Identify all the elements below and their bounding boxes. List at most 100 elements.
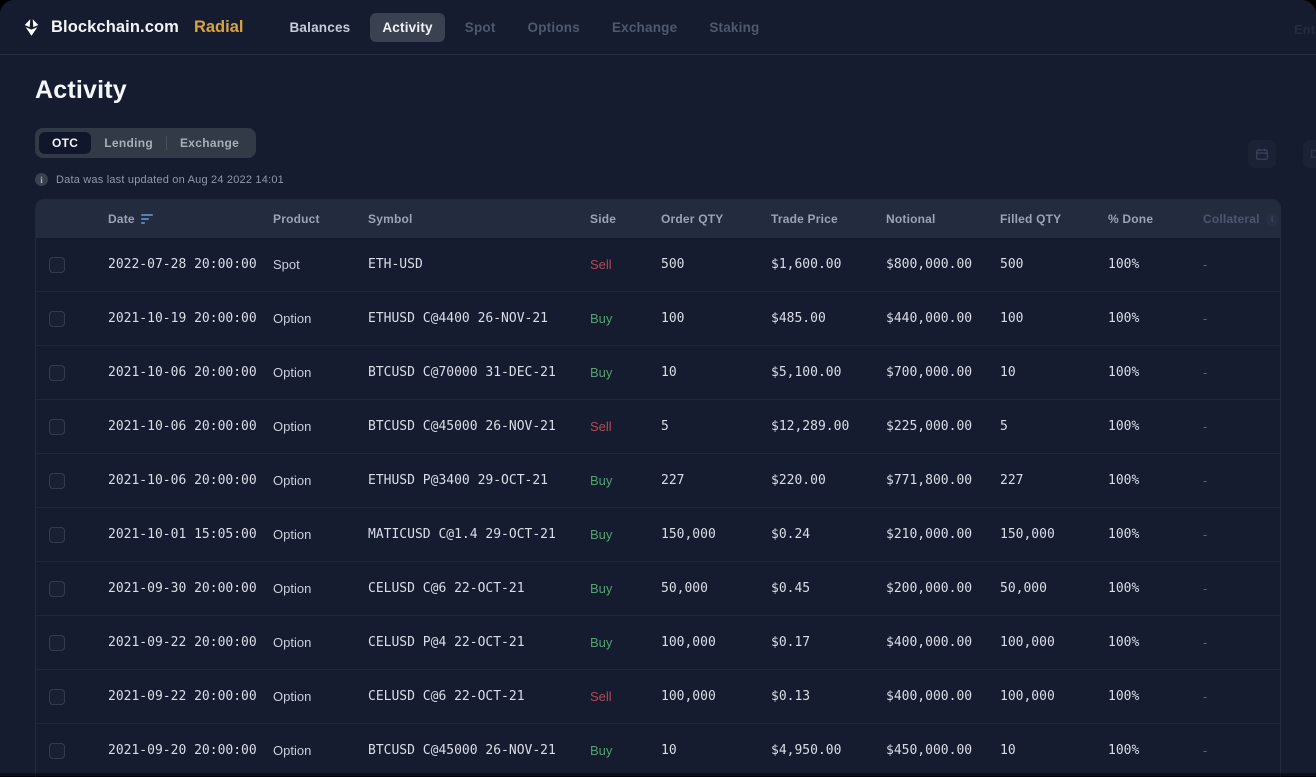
row-checkbox[interactable] bbox=[49, 526, 65, 543]
header-filled-qty-label: Filled QTY bbox=[1000, 212, 1062, 226]
cell-date: 2021-10-19 20:00:00 bbox=[108, 311, 257, 326]
tab-exchange[interactable]: Exchange bbox=[180, 136, 240, 150]
nav-item-exchange[interactable]: Exchange bbox=[611, 19, 678, 35]
row-checkbox[interactable] bbox=[49, 742, 65, 759]
brand-suffix: Radial bbox=[193, 17, 244, 36]
window-bottom-edge bbox=[0, 773, 1316, 776]
cell-notional: $400,000.00 bbox=[886, 635, 973, 650]
cell-notional: $210,000.00 bbox=[886, 527, 973, 542]
header-trade-price[interactable]: Trade Price bbox=[771, 212, 886, 226]
cell-notional: $400,000.00 bbox=[886, 689, 973, 704]
last-updated-row: i Data was last updated on Aug 24 2022 1… bbox=[35, 173, 1281, 186]
nav-item-balances[interactable]: Balances bbox=[289, 19, 351, 35]
cell-notional: $440,000.00 bbox=[886, 311, 973, 326]
brand-name: Blockchain.com bbox=[51, 17, 179, 36]
header-side[interactable]: Side bbox=[590, 212, 661, 226]
header-collateral[interactable]: Collateral i bbox=[1203, 212, 1280, 226]
cell-trade-price: $0.45 bbox=[771, 581, 811, 596]
nav-item-activity[interactable]: Activity bbox=[370, 12, 445, 42]
cell-notional: $700,000.00 bbox=[886, 365, 973, 380]
cell-date: 2021-10-06 20:00:00 bbox=[108, 365, 257, 380]
row-checkbox-cell bbox=[36, 472, 108, 489]
table-row: 2021-10-06 20:00:00 Option BTCUSD C@4500… bbox=[36, 399, 1280, 453]
cell-filled-qty: 150,000 bbox=[1000, 527, 1055, 542]
clipped-right-button[interactable]: D bbox=[1303, 140, 1316, 168]
cell-pct-done: 100% bbox=[1108, 581, 1140, 596]
header-pct-done[interactable]: % Done bbox=[1108, 212, 1203, 226]
cell-date: 2021-09-22 20:00:00 bbox=[108, 635, 257, 650]
row-checkbox-cell bbox=[36, 526, 108, 543]
header-order-qty[interactable]: Order QTY bbox=[661, 212, 771, 226]
cell-order-qty: 500 bbox=[661, 257, 685, 272]
cell-filled-qty: 100,000 bbox=[1000, 689, 1055, 704]
header-date-label: Date bbox=[108, 212, 135, 226]
nav-item-spot[interactable]: Spot bbox=[464, 19, 496, 35]
cell-collateral: - bbox=[1203, 365, 1208, 380]
cell-date: 2021-10-01 15:05:00 bbox=[108, 527, 257, 542]
cell-filled-qty: 50,000 bbox=[1000, 581, 1047, 596]
cell-date: 2021-09-22 20:00:00 bbox=[108, 689, 257, 704]
collateral-info-icon[interactable]: i bbox=[1265, 212, 1279, 226]
nav-right-clipped-text[interactable]: Ent bbox=[1294, 22, 1315, 37]
cell-symbol: CELUSD P@4 22-OCT-21 bbox=[368, 635, 525, 650]
cell-notional: $771,800.00 bbox=[886, 473, 973, 488]
cell-trade-price: $1,600.00 bbox=[771, 257, 842, 272]
header-order-qty-label: Order QTY bbox=[661, 212, 724, 226]
row-checkbox[interactable] bbox=[49, 418, 65, 435]
nav-item-options[interactable]: Options bbox=[527, 19, 580, 35]
row-checkbox-cell bbox=[36, 634, 108, 651]
calendar-icon bbox=[1256, 148, 1268, 160]
row-checkbox[interactable] bbox=[49, 310, 65, 327]
cell-symbol: BTCUSD C@45000 26-NOV-21 bbox=[368, 743, 556, 758]
tab-lending[interactable]: Lending bbox=[104, 136, 153, 150]
cell-symbol: BTCUSD C@45000 26-NOV-21 bbox=[368, 419, 556, 434]
brand[interactable]: Blockchain.com Radial bbox=[21, 17, 243, 38]
top-nav: Blockchain.com Radial Balances Activity … bbox=[0, 0, 1316, 55]
date-filter-button[interactable] bbox=[1248, 140, 1276, 168]
header-product-label: Product bbox=[273, 212, 320, 226]
row-checkbox[interactable] bbox=[49, 580, 65, 597]
header-symbol[interactable]: Symbol bbox=[368, 212, 590, 226]
cell-trade-price: $12,289.00 bbox=[771, 419, 850, 434]
row-checkbox-cell bbox=[36, 688, 108, 705]
activity-page: Activity OTC Lending Exchange i Data was… bbox=[0, 76, 1316, 777]
cell-filled-qty: 500 bbox=[1000, 257, 1024, 272]
row-checkbox-cell bbox=[36, 256, 108, 273]
cell-collateral: - bbox=[1203, 311, 1208, 326]
header-product[interactable]: Product bbox=[273, 212, 368, 226]
header-date[interactable]: Date bbox=[108, 212, 273, 226]
cell-trade-price: $220.00 bbox=[771, 473, 826, 488]
row-checkbox[interactable] bbox=[49, 472, 65, 489]
row-checkbox[interactable] bbox=[49, 364, 65, 381]
cell-order-qty: 50,000 bbox=[661, 581, 708, 596]
cell-symbol: ETHUSD P@3400 29-OCT-21 bbox=[368, 473, 549, 488]
cell-order-qty: 100,000 bbox=[661, 635, 716, 650]
row-checkbox[interactable] bbox=[49, 688, 65, 705]
row-checkbox-cell bbox=[36, 742, 108, 759]
cell-pct-done: 100% bbox=[1108, 419, 1140, 434]
row-checkbox-cell bbox=[36, 418, 108, 435]
cell-symbol: ETH-USD bbox=[368, 257, 423, 272]
cell-side: Sell bbox=[590, 419, 612, 434]
row-checkbox[interactable] bbox=[49, 634, 65, 651]
nav-item-staking[interactable]: Staking bbox=[709, 19, 760, 35]
cell-order-qty: 10 bbox=[661, 365, 677, 380]
header-notional[interactable]: Notional bbox=[886, 212, 1000, 226]
table-row: 2021-10-06 20:00:00 Option BTCUSD C@7000… bbox=[36, 345, 1280, 399]
cell-collateral: - bbox=[1203, 581, 1208, 596]
tab-group: OTC Lending Exchange bbox=[35, 128, 257, 158]
row-checkbox[interactable] bbox=[49, 256, 65, 273]
header-side-label: Side bbox=[590, 212, 617, 226]
header-filled-qty[interactable]: Filled QTY bbox=[1000, 212, 1108, 226]
tab-otc[interactable]: OTC bbox=[39, 132, 92, 154]
cell-date: 2021-10-06 20:00:00 bbox=[108, 473, 257, 488]
table-row: 2021-09-22 20:00:00 Option CELUSD P@4 22… bbox=[36, 615, 1280, 669]
cell-pct-done: 100% bbox=[1108, 689, 1140, 704]
cell-notional: $450,000.00 bbox=[886, 743, 973, 758]
cell-notional: $200,000.00 bbox=[886, 581, 973, 596]
header-symbol-label: Symbol bbox=[368, 212, 413, 226]
blockchain-logo-icon bbox=[24, 18, 39, 36]
cell-trade-price: $0.13 bbox=[771, 689, 811, 704]
row-checkbox-cell bbox=[36, 580, 108, 597]
sort-icon[interactable] bbox=[140, 214, 153, 224]
